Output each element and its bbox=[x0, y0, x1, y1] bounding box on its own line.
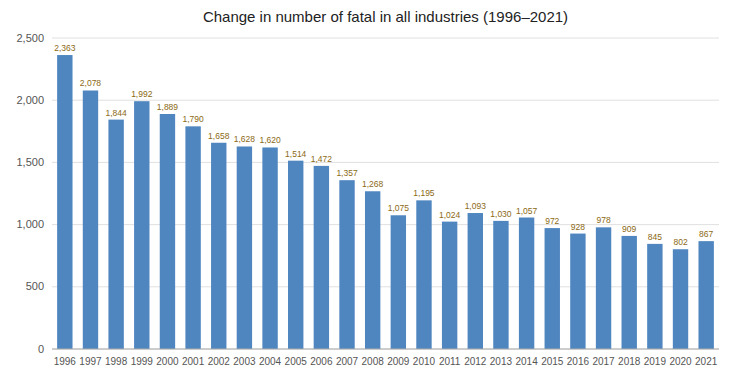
x-tick-label: 2019 bbox=[644, 356, 667, 367]
grid-line bbox=[52, 349, 719, 350]
data-label: 972 bbox=[545, 216, 559, 226]
x-tick-label: 2010 bbox=[413, 356, 436, 367]
x-tick-label: 2003 bbox=[233, 356, 256, 367]
bar bbox=[698, 241, 713, 349]
grid-line bbox=[52, 286, 719, 287]
x-tick-label: 2014 bbox=[515, 356, 538, 367]
x-tick-label: 2007 bbox=[336, 356, 359, 367]
data-label: 928 bbox=[571, 222, 585, 232]
x-tick-label: 2000 bbox=[156, 356, 179, 367]
y-tick-label: 500 bbox=[26, 280, 44, 292]
bar bbox=[622, 236, 637, 349]
data-label: 1,057 bbox=[516, 206, 538, 216]
y-tick-label: 0 bbox=[38, 343, 44, 355]
data-label: 1,658 bbox=[208, 131, 230, 141]
x-tick-label: 2006 bbox=[310, 356, 333, 367]
data-label: 1,790 bbox=[182, 114, 204, 124]
bar bbox=[468, 213, 483, 349]
bar bbox=[365, 191, 380, 349]
grid-line bbox=[52, 100, 719, 101]
x-tick-label: 2021 bbox=[695, 356, 718, 367]
bar bbox=[570, 234, 585, 349]
bar bbox=[493, 221, 508, 349]
chart: Change in number of fatal in all industr… bbox=[0, 0, 729, 377]
bar bbox=[647, 244, 662, 349]
bar bbox=[134, 101, 149, 349]
data-label: 1,472 bbox=[311, 154, 333, 164]
grid-line bbox=[52, 162, 719, 163]
bar bbox=[262, 147, 277, 349]
y-tick-label: 1,000 bbox=[16, 218, 44, 230]
data-label: 1,620 bbox=[259, 135, 281, 145]
x-tick-label: 2004 bbox=[259, 356, 282, 367]
data-label: 1,357 bbox=[336, 168, 358, 178]
x-tick-label: 2008 bbox=[362, 356, 385, 367]
x-tick-label: 2012 bbox=[464, 356, 487, 367]
bar bbox=[237, 146, 252, 349]
bar bbox=[211, 143, 226, 349]
bar bbox=[160, 114, 175, 349]
data-label: 2,078 bbox=[80, 78, 102, 88]
x-tick-label: 2020 bbox=[669, 356, 692, 367]
data-label: 1,889 bbox=[157, 102, 179, 112]
bar bbox=[83, 90, 98, 349]
bar bbox=[314, 166, 329, 349]
x-tick-label: 2002 bbox=[208, 356, 231, 367]
data-label: 1,075 bbox=[388, 203, 410, 213]
bar bbox=[442, 222, 457, 349]
data-label: 1,093 bbox=[465, 201, 487, 211]
x-tick-label: 2009 bbox=[387, 356, 410, 367]
grid bbox=[52, 38, 719, 349]
x-tick-label: 2001 bbox=[182, 356, 205, 367]
bar bbox=[108, 120, 123, 349]
bar bbox=[673, 249, 688, 349]
data-label: 845 bbox=[648, 232, 662, 242]
bar bbox=[596, 227, 611, 349]
x-tick-label: 1997 bbox=[79, 356, 102, 367]
y-tick-label: 2,500 bbox=[16, 32, 44, 44]
bar bbox=[339, 180, 354, 349]
x-tick-label: 2018 bbox=[618, 356, 641, 367]
data-label: 867 bbox=[699, 229, 713, 239]
bars bbox=[57, 55, 714, 349]
data-label: 1,268 bbox=[362, 179, 384, 189]
y-tick-label: 1,500 bbox=[16, 156, 44, 168]
bar bbox=[57, 55, 72, 349]
data-label: 1,514 bbox=[285, 149, 307, 159]
bar bbox=[288, 161, 303, 349]
data-label: 1,844 bbox=[105, 108, 127, 118]
grid-line bbox=[52, 224, 719, 225]
bar bbox=[185, 126, 200, 349]
data-label: 909 bbox=[622, 224, 636, 234]
y-tick-label: 2,000 bbox=[16, 94, 44, 106]
x-tick-label: 1996 bbox=[54, 356, 77, 367]
bar bbox=[391, 215, 406, 349]
grid-line bbox=[52, 38, 719, 39]
x-tick-label: 1999 bbox=[131, 356, 154, 367]
x-tick-label: 1998 bbox=[105, 356, 128, 367]
x-tick-label: 2013 bbox=[490, 356, 513, 367]
x-tick-label: 2017 bbox=[592, 356, 615, 367]
data-label: 2,363 bbox=[54, 43, 76, 53]
x-axis bbox=[52, 349, 719, 350]
data-label: 1,628 bbox=[234, 134, 256, 144]
bar bbox=[545, 228, 560, 349]
x-tick-label: 2005 bbox=[285, 356, 308, 367]
x-tick-label: 2015 bbox=[541, 356, 564, 367]
bar bbox=[416, 200, 431, 349]
data-label: 1,195 bbox=[413, 188, 435, 198]
x-tick-label: 2011 bbox=[439, 356, 461, 367]
bar bbox=[519, 218, 534, 349]
data-label: 978 bbox=[596, 215, 610, 225]
data-label: 1,992 bbox=[131, 89, 153, 99]
data-label: 802 bbox=[673, 237, 687, 247]
title: Change in number of fatal in all industr… bbox=[203, 8, 568, 25]
data-label: 1,030 bbox=[490, 209, 512, 219]
x-tick-label: 2016 bbox=[567, 356, 590, 367]
data-label: 1,024 bbox=[439, 210, 461, 220]
